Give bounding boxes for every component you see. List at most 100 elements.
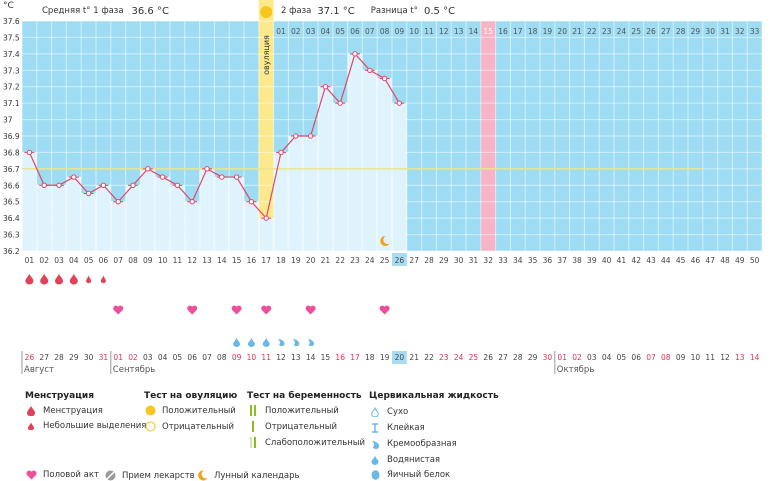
cycle-day-number: 10	[158, 256, 168, 265]
calendar-date: 11	[261, 353, 271, 362]
top-day-number: 08	[380, 27, 390, 36]
calendar-date: 08	[217, 353, 227, 362]
cycle-day-number: 20	[306, 256, 316, 265]
intercourse-heart	[305, 305, 316, 315]
calendar-date: 27	[39, 353, 49, 362]
cycle-day-number: 24	[365, 256, 375, 265]
cycle-day-number: 19	[291, 256, 301, 265]
cycle-day-number: 23	[350, 256, 360, 265]
spotting-drop	[86, 275, 92, 284]
calendar-date: 21	[409, 353, 419, 362]
cycle-day-number: 49	[735, 256, 745, 265]
legend-cervical-watery-label: Водянистая	[387, 455, 441, 465]
y-tick-label: 37.3	[3, 66, 20, 75]
calendar-date: 14	[306, 353, 316, 362]
calendar-date: 29	[528, 353, 538, 362]
temperature-point	[26, 149, 33, 156]
top-day-number: 21	[572, 27, 582, 36]
dry-drop-icon	[369, 407, 381, 417]
cycle-day-number: 22	[335, 256, 345, 265]
calendar-date: 29	[69, 353, 79, 362]
calendar-date: 23	[439, 353, 449, 362]
temperature-point	[159, 174, 166, 180]
top-day-number: 30	[705, 27, 715, 36]
heart-icon	[25, 470, 37, 480]
legend-cervical-eggwhite-label: Яичный белок	[387, 470, 451, 480]
temperature-point	[56, 182, 62, 188]
menstruation-drop	[55, 273, 63, 285]
cycle-day-number: 31	[469, 256, 479, 265]
phase2-info: 2 фаза 37.1 °C Разница t° 0.5 °C	[275, 2, 765, 20]
temperature-bar	[259, 217, 274, 252]
calendar-date: 18	[365, 353, 375, 362]
cycle-day-number: 14	[217, 256, 227, 265]
y-tick-label: 37.4	[3, 50, 20, 59]
temperature-bar	[273, 152, 289, 252]
legend-ovulation-title: Тест на овуляцию	[144, 391, 238, 401]
cycle-day-number: 15	[232, 256, 242, 265]
one-line-icon	[247, 421, 259, 432]
calendar-date: 04	[602, 353, 612, 362]
intercourse-heart	[113, 305, 124, 315]
top-day-number: 10	[409, 27, 419, 36]
blood-drop-icon	[25, 405, 37, 416]
phase1-label: Средняя t° 1 фаза	[42, 6, 124, 16]
top-day-number: 31	[720, 27, 730, 36]
legend-pregnancy-negative-label: Отрицательный	[265, 421, 337, 432]
faint-lines-icon	[247, 437, 259, 448]
empty-circle-icon	[144, 421, 156, 432]
y-tick-label: 37.2	[3, 83, 20, 92]
calendar-date: 11	[705, 353, 715, 362]
cycle-day-number: 25	[380, 256, 390, 265]
cycle-day-number: 13	[202, 256, 212, 265]
temperature-bar	[66, 176, 81, 252]
menstruation-drop	[69, 273, 78, 285]
temperature-bar	[125, 185, 141, 252]
calendar-date: 31	[99, 353, 109, 362]
cycle-day-number: 16	[247, 256, 257, 265]
cycle-day-number: 06	[99, 256, 109, 265]
legend-intercourse: Половой акт	[25, 470, 99, 480]
cycle-day-number: 41	[617, 256, 627, 265]
current-day-marker	[392, 253, 407, 266]
calendar-date: 09	[232, 353, 242, 362]
cycle-day-number: 40	[602, 256, 612, 265]
legend-pregnancy-positive-label: Положительный	[265, 405, 339, 416]
sun-icon	[144, 405, 156, 416]
calendar-date: 07	[202, 353, 212, 362]
cycle-day-number: 36	[543, 256, 553, 265]
legend-cervical-creamy: Кремообразная	[369, 439, 457, 449]
top-day-number: 29	[691, 27, 701, 36]
temperature-bar	[244, 201, 259, 252]
cycle-day-number: 45	[676, 256, 686, 265]
temperature-bar	[37, 185, 52, 252]
y-tick-label: 36.9	[3, 132, 20, 141]
top-day-number: 22	[587, 27, 597, 36]
top-day-number: 02	[291, 27, 301, 36]
top-day-number: 23	[602, 27, 612, 36]
top-day-number: 17	[513, 27, 523, 36]
calendar-date: 13	[735, 353, 745, 362]
temperature-bar	[229, 176, 244, 252]
calendar-date: 02	[128, 353, 138, 362]
cycle-day-number: 35	[528, 256, 538, 265]
units-label: °C	[3, 1, 14, 11]
calendar-date: 24	[454, 353, 464, 362]
y-tick-label: 37	[3, 116, 13, 125]
calendar-date: 10	[247, 353, 257, 362]
top-day-number: 32	[735, 27, 745, 36]
y-tick-label: 36.3	[3, 231, 20, 240]
temperature-bar	[96, 185, 111, 252]
creamy-fluid-icon	[307, 339, 315, 347]
top-day-number: 25	[631, 27, 641, 36]
legend-cervical-dry: Сухо	[369, 407, 408, 417]
ovulation-sun-icon	[260, 6, 273, 18]
small-drop-icon	[25, 422, 37, 430]
temperature-bar	[214, 176, 229, 252]
calendar-date: 01	[113, 353, 123, 362]
calendar-date: 05	[173, 353, 183, 362]
sticky-icon	[369, 423, 381, 433]
creamy-icon	[369, 439, 381, 449]
legend-cervical-watery: Водянистая	[369, 455, 440, 465]
temperature-bar	[22, 152, 37, 252]
